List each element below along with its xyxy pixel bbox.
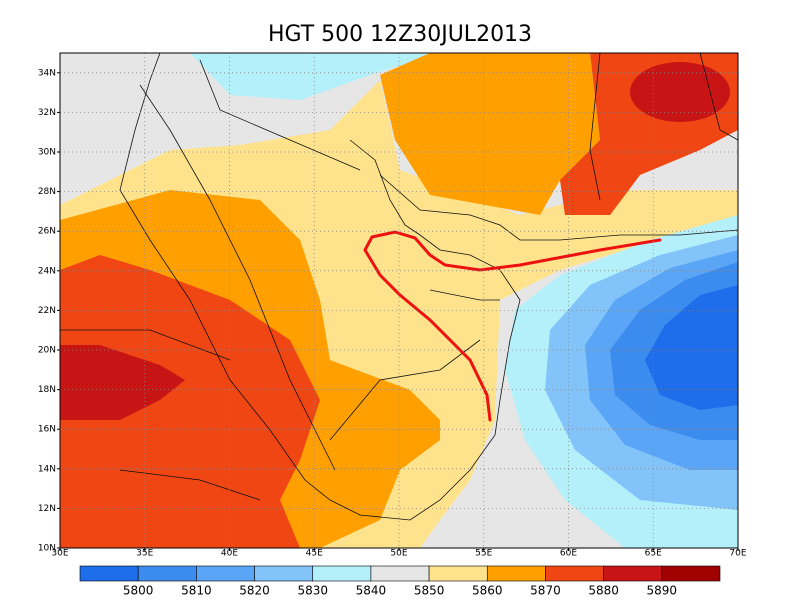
- lon-tick-label: 35E: [136, 549, 153, 559]
- field-region: [645, 285, 738, 410]
- colorbar-box: [370, 565, 430, 582]
- field-region: [630, 62, 730, 122]
- colorbar-label: 5880: [588, 584, 619, 598]
- colorbar-label: 5890: [647, 584, 678, 598]
- colorbar-box: [545, 565, 604, 582]
- field-region: [190, 53, 440, 100]
- lat-tick-label: 22N: [38, 306, 56, 316]
- colorbar-label: 5830: [297, 584, 328, 598]
- colorbar-box: [196, 565, 255, 582]
- field-region: [60, 255, 320, 548]
- lon-tick-label: 70E: [729, 549, 746, 559]
- track-line: [363, 230, 662, 422]
- colorbar-box: [137, 565, 197, 582]
- colorbar-box: [603, 565, 663, 582]
- colorbar-box: [486, 565, 546, 582]
- lat-tick-label: 26N: [38, 227, 56, 237]
- lat-tick-label: 32N: [38, 108, 56, 118]
- coastline: [119, 53, 521, 521]
- lat-tick-label: 34N: [38, 68, 56, 78]
- lat-tick-label: 10N: [38, 544, 56, 554]
- lat-tick-label: 14N: [38, 464, 56, 474]
- colorbar-box: [661, 565, 721, 582]
- lat-tick-label: 12N: [38, 504, 56, 514]
- colorbar-box: [79, 565, 139, 582]
- lon-tick-label: 40E: [221, 549, 238, 559]
- colorbar-box: [312, 565, 372, 582]
- lat-tick-label: 28N: [38, 187, 56, 197]
- lon-tick-label: 30E: [51, 549, 68, 559]
- plot-frame: [59, 52, 739, 549]
- coastline: [139, 84, 738, 471]
- lon-tick-label: 50E: [390, 549, 407, 559]
- lat-tick-label: 20N: [38, 346, 56, 356]
- lat-tick-label: 30N: [38, 148, 56, 158]
- lon-tick-label: 65E: [645, 549, 662, 559]
- field-region: [60, 345, 185, 420]
- colorbar-label: 5800: [123, 584, 154, 598]
- lat-tick-label: 16N: [38, 425, 56, 435]
- grid: 30E 35E 40E 45E 50E 55E 60E 65E 70E 10N 12N 14N 16N 1…: [38, 53, 747, 559]
- colorbar-label: 5810: [181, 584, 212, 598]
- colorbar: 5800 5810 5820 5830 5840 5850 5860 5870 5880 5890: [79, 565, 721, 598]
- field-region: [380, 53, 600, 215]
- lat-tick-label: 24N: [38, 266, 56, 276]
- colorbar-label: 5840: [356, 584, 387, 598]
- colorbar-label: 5850: [414, 584, 445, 598]
- colorbar-box: [254, 565, 314, 582]
- lon-tick-label: 45E: [306, 549, 323, 559]
- colorbar-label: 5820: [239, 584, 270, 598]
- lon-tick-label: 55E: [475, 549, 492, 559]
- colorbar-box: [428, 565, 488, 582]
- lat-tick-label: 18N: [38, 385, 56, 395]
- border: [60, 53, 738, 501]
- title: HGT 500 12Z30JUL2013: [268, 22, 532, 47]
- colorbar-label: 5870: [530, 584, 561, 598]
- colorbar-label: 5860: [472, 584, 503, 598]
- lon-tick-label: 60E: [560, 549, 577, 559]
